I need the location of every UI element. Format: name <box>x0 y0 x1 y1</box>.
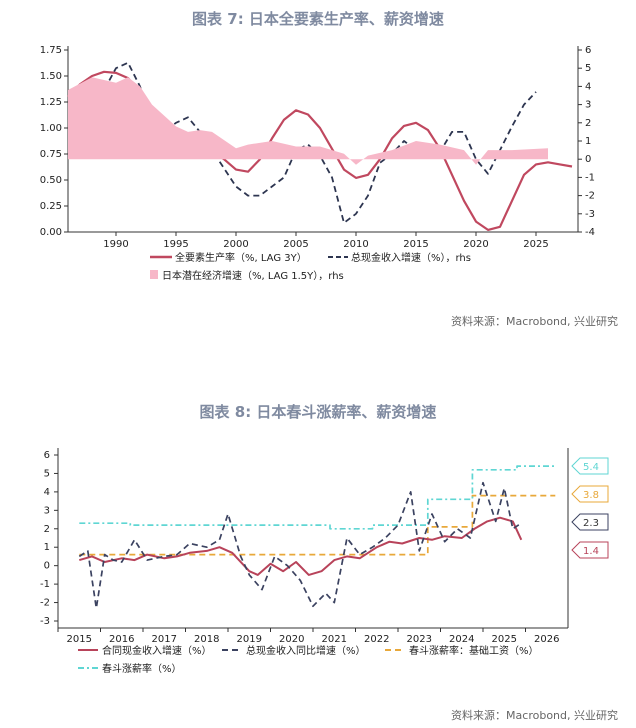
legend-label-tfp: 全要素生产率（%, LAG 3Y） <box>175 251 307 264</box>
end-label-box <box>571 513 609 531</box>
x-tick-label: 2015 <box>67 634 92 645</box>
end-label: 2.3 <box>583 518 599 529</box>
y-tick-label: 0.50 <box>40 175 62 186</box>
legend-label: 合同现金收入增速（%） <box>102 644 212 657</box>
x-tick-label: 2017 <box>152 634 177 645</box>
x-tick-label: 2023 <box>407 634 432 645</box>
y2-tick-label: -1 <box>585 172 595 183</box>
x-tick-label: 2024 <box>449 634 474 645</box>
legend-label: 总现金收入同比增速（%） <box>246 644 366 657</box>
y-tick-label: 1.25 <box>40 97 62 108</box>
y2-tick-label: 0 <box>585 154 591 165</box>
x-tick-label: 2000 <box>223 239 248 250</box>
y2-tick-label: 4 <box>585 81 591 92</box>
y-tick-label: 1.50 <box>40 71 62 82</box>
y-tick-label: -3 <box>40 616 50 627</box>
legend-label-potential: 日本潜在经济增速（%, LAG 1.5Y），rhs <box>162 269 344 282</box>
y-tick-label: 1 <box>44 542 50 553</box>
shunto-base-line <box>79 494 556 556</box>
y2-tick-label: -3 <box>585 209 595 220</box>
end-label-box <box>571 541 609 559</box>
x-tick-label: 2022 <box>364 634 389 645</box>
total-cash-line <box>78 481 522 609</box>
y-tick-label: 0 <box>44 561 50 572</box>
y2-tick-label: -2 <box>585 191 595 202</box>
x-tick-label: 2020 <box>279 634 304 645</box>
end-label-box <box>571 457 609 475</box>
x-tick-label: 2025 <box>523 239 548 250</box>
y-tick-label: 6 <box>44 450 50 461</box>
y-tick-label: 2 <box>44 524 50 535</box>
chart1-source: 资料来源：Macrobond, 兴业研究 <box>451 315 618 328</box>
x-tick-label: 2010 <box>343 239 368 250</box>
legend-label-wage: 总现金收入增速（%），rhs <box>351 251 471 264</box>
x-tick-label: 2019 <box>237 634 262 645</box>
y-tick-label: 1.75 <box>40 45 62 56</box>
contract-cash-line <box>79 516 523 576</box>
end-label: 1.4 <box>583 546 599 557</box>
y-tick-label: 0.00 <box>40 227 62 238</box>
y2-tick-label: 5 <box>585 63 591 74</box>
y2-tick-label: 2 <box>585 118 591 129</box>
legend-swatch-potential <box>150 270 158 279</box>
legend-label: 春斗涨薪率（%） <box>102 662 182 675</box>
y2-tick-label: -4 <box>585 227 595 238</box>
y2-tick-label: 6 <box>585 45 591 56</box>
x-tick-label: 2021 <box>322 634 347 645</box>
y2-tick-label: 3 <box>585 100 591 111</box>
legend-label: 春斗涨薪率：基础工资（%） <box>409 644 539 657</box>
x-tick-label: 1995 <box>163 239 188 250</box>
x-tick-label: 2016 <box>109 634 134 645</box>
y-tick-label: 0.75 <box>40 149 62 160</box>
y-tick-label: 5 <box>44 468 50 479</box>
x-tick-label: 2015 <box>403 239 428 250</box>
y2-tick-label: 1 <box>585 136 591 147</box>
y-tick-label: 3 <box>44 505 50 516</box>
chart2-title: 图表 8: 日本春斗涨薪率、薪资增速 <box>199 403 437 421</box>
x-tick-label: 2020 <box>463 239 488 250</box>
y-tick-label: 4 <box>44 487 50 498</box>
x-tick-label: 2018 <box>194 634 219 645</box>
chart1-title: 图表 7: 日本全要素生产率、薪资增速 <box>192 10 444 28</box>
x-tick-label: 2025 <box>492 634 517 645</box>
x-tick-label: 2005 <box>283 239 308 250</box>
y-tick-label: -2 <box>40 598 50 609</box>
x-tick-label: 1990 <box>103 239 128 250</box>
x-tick-label: 2026 <box>534 634 559 645</box>
y-tick-label: 1.00 <box>40 123 62 134</box>
y-tick-label: 0.25 <box>40 201 62 212</box>
chart2-source: 资料来源：Macrobond, 兴业研究 <box>451 709 618 722</box>
shunto-rate-line <box>79 465 556 530</box>
end-label-box <box>571 485 609 503</box>
end-label: 5.4 <box>583 462 599 473</box>
end-label: 3.8 <box>583 490 599 501</box>
potential-growth-area <box>68 77 548 165</box>
y-tick-label: -1 <box>40 579 50 590</box>
